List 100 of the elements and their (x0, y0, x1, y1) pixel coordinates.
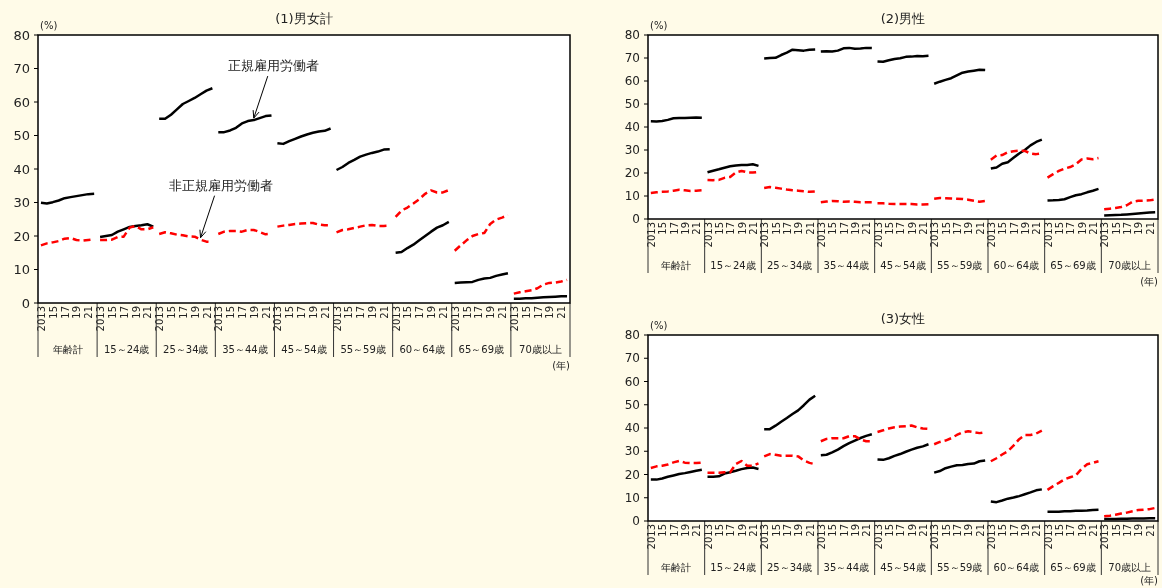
x-tick-label: 19 (736, 222, 748, 235)
x-tick-label: 2013 (702, 524, 714, 550)
y-axis-title: (%) (650, 320, 668, 331)
x-tick-label: 19 (1076, 524, 1088, 537)
x-tick-label: 19 (793, 222, 805, 235)
x-tick-label: 17 (355, 306, 367, 319)
x-tick-label: 2013 (213, 306, 225, 332)
x-tick-label: 19 (963, 524, 975, 537)
x-tick-label: 15 (714, 222, 725, 235)
text: 70歳以上 (1108, 562, 1152, 573)
x-tick-label: 15 (343, 306, 355, 319)
x-tick-label: 15 (461, 306, 473, 319)
x-tick-label: 19 (963, 222, 975, 235)
x-tick-label: 15 (827, 222, 839, 235)
text: 35～44歳 (823, 260, 870, 271)
x-tick-label: 17 (668, 222, 680, 235)
text: 25～34歳 (766, 562, 813, 573)
x-tick-label: 21 (691, 222, 703, 235)
y-tick-label: 80 (624, 28, 640, 43)
text: 45～54歳 (880, 260, 926, 271)
x-tick-label: 2013 (449, 306, 461, 332)
x-tick-label: 21 (378, 306, 390, 319)
x-tick-label: 19 (544, 306, 556, 319)
text: 65～69歳 (1050, 260, 1096, 271)
y-tick-label: 40 (13, 161, 30, 177)
text: 60～64歳 (993, 562, 1040, 573)
x-tick-label: 15 (827, 524, 839, 537)
y-tick-label: 40 (624, 421, 640, 436)
x-tick-label: 17 (1065, 222, 1077, 235)
x-tick-label: 15 (770, 222, 782, 235)
x-tick-label: 17 (118, 306, 130, 319)
text: 45～54歳 (880, 562, 926, 573)
x-tick-label: 2013 (929, 524, 941, 550)
x-tick-label: 15 (940, 524, 952, 537)
x-tick-label: 19 (1020, 222, 1031, 235)
x-tick-label: 19 (248, 306, 260, 319)
x-tick-label: 17 (1122, 524, 1133, 537)
x-tick-label: 21 (918, 222, 929, 235)
x-tick-label: 2013 (646, 524, 657, 550)
y-axis-title: (%) (40, 20, 58, 31)
x-tick-label: 15 (1110, 222, 1122, 235)
x-tick-label: 21 (861, 222, 873, 235)
x-tick-label: 17 (895, 222, 907, 235)
x-tick-label: 21 (804, 222, 816, 235)
x-tick-label: 21 (1088, 222, 1099, 235)
text: 55～59歳 (340, 344, 386, 355)
y-tick-label: 60 (13, 94, 30, 110)
x-tick-label: 17 (1065, 524, 1077, 537)
x-tick-label: 2013 (154, 306, 166, 332)
text: 年齢計 (661, 562, 692, 573)
x-tick-label: 19 (906, 524, 918, 537)
x-tick-label: 19 (367, 306, 379, 319)
x-tick-label: 15 (520, 306, 532, 319)
x-tick-label: 19 (1076, 222, 1088, 235)
text: 60～64歳 (993, 260, 1040, 271)
y-tick-label: 10 (624, 189, 640, 204)
y-tick-label: 50 (13, 128, 30, 144)
x-tick-label: 15 (106, 306, 118, 319)
x-tick-label: 2013 (1042, 524, 1054, 550)
x-tick-label: 2013 (986, 524, 997, 550)
series-label: 正規雇用労働者 (228, 58, 320, 74)
x-tick-label: 15 (657, 524, 669, 537)
chart-title: (2)男性 (880, 11, 926, 26)
x-tick-label: 21 (319, 306, 331, 319)
x-tick-label: 17 (473, 306, 485, 319)
y-tick-label: 70 (13, 61, 30, 77)
x-tick-label: 21 (861, 524, 873, 537)
text: 25～34歳 (766, 260, 813, 271)
x-tick-label: 21 (918, 524, 929, 537)
x-tick-label: 21 (1031, 524, 1043, 537)
x-tick-label: 2013 (1099, 524, 1111, 550)
x-tick-label: 21 (691, 524, 703, 537)
x-tick-label: 15 (884, 524, 895, 537)
x-tick-label: 19 (307, 306, 319, 319)
x-tick-label: 15 (1054, 222, 1065, 235)
y-tick-label: 50 (624, 97, 640, 112)
x-tick-label: 17 (1008, 524, 1020, 537)
x-tick-label: 21 (1031, 222, 1043, 235)
x-tick-label: 15 (714, 524, 725, 537)
text: 70歳以上 (1108, 260, 1152, 271)
x-tick-label: 21 (142, 306, 154, 319)
x-tick-label: 2013 (646, 222, 657, 248)
x-tick-label: 2013 (36, 306, 47, 332)
x-tick-label: 2013 (872, 222, 884, 248)
x-axis-title: (年) (552, 360, 571, 371)
text: 60～64歳 (399, 344, 445, 355)
chart-title: (3)女性 (880, 311, 926, 326)
y-tick-label: 50 (624, 397, 640, 412)
y-tick-label: 70 (624, 351, 640, 366)
x-tick-label: 21 (83, 306, 95, 319)
x-tick-label: 19 (130, 306, 142, 319)
x-tick-label: 15 (770, 524, 782, 537)
x-tick-label: 21 (1144, 524, 1156, 537)
x-tick-label: 15 (657, 222, 669, 235)
y-tick-label: 70 (624, 51, 640, 66)
x-tick-label: 21 (748, 222, 759, 235)
x-tick-label: 21 (260, 306, 272, 319)
x-tick-label: 17 (782, 222, 793, 235)
y-tick-label: 10 (13, 262, 30, 278)
x-tick-label: 17 (838, 222, 850, 235)
